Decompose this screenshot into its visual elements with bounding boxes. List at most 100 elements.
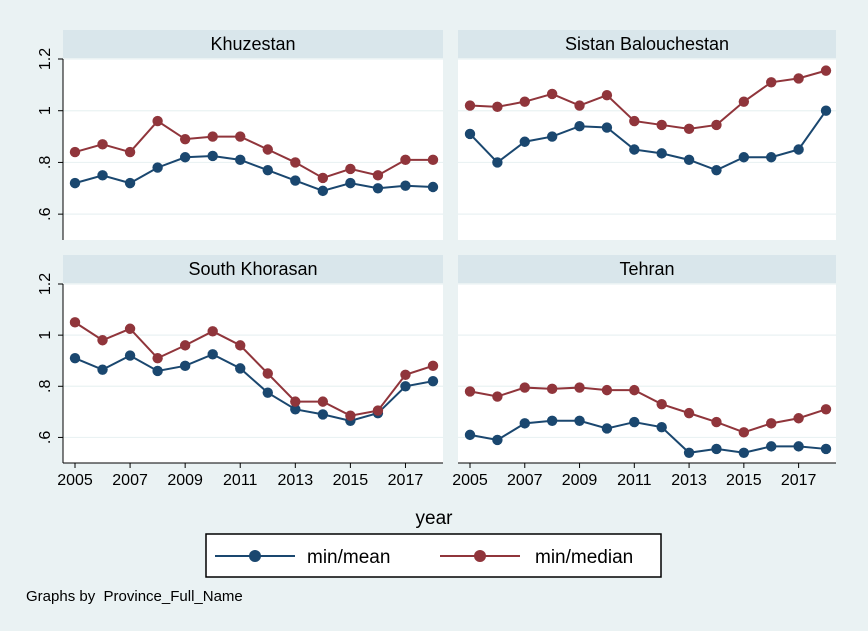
y-tick-label: 1 [37, 331, 54, 340]
series-min-mean-point [69, 352, 81, 364]
series-min-mean-point [179, 360, 191, 372]
series-min-mean-point [464, 128, 476, 140]
series-min-mean-point [290, 175, 301, 186]
y-tick-label: .6 [37, 431, 54, 444]
chart-axes: .6 .8 1 1.2 .6 .8 1 1.2 2005 2007 2009 2011 2013 2015… [37, 48, 836, 489]
panel-sistan-balouchestan: Sistan Balouchestan [458, 30, 836, 240]
series-min-median-point [262, 368, 273, 379]
x-tick-label: 2007 [112, 472, 148, 489]
series-min-mean-point [207, 150, 218, 162]
series-min-mean-point [629, 416, 640, 428]
series-min-mean-point [235, 154, 246, 166]
x-tick-label: 2011 [223, 472, 258, 489]
series-min-median-point [683, 123, 695, 135]
series-min-mean-point [400, 381, 411, 392]
panel-tehran: Tehran [458, 255, 836, 463]
graphs-by-note: Graphs by Province_Full_Name [26, 588, 243, 605]
series-min-median-point [235, 340, 246, 351]
series-min-mean-point [492, 157, 503, 168]
panel-header [63, 30, 443, 58]
series-min-mean-point [793, 441, 804, 452]
plot-area [63, 284, 443, 463]
series-min-mean-point [546, 415, 558, 427]
series-min-mean-point [492, 434, 503, 446]
y-tick-label: 1.2 [37, 273, 54, 295]
series-min-mean-point [317, 185, 329, 197]
series-min-median-point [317, 172, 329, 184]
x-tick-label: 2009 [167, 472, 203, 489]
series-min-mean-point [656, 422, 667, 433]
series-min-median-point [601, 384, 613, 396]
y-tick-label: 1.2 [37, 48, 54, 70]
series-min-mean-point [711, 164, 722, 176]
x-tick-label: 2017 [388, 472, 424, 489]
legend-marker-min-median [474, 550, 486, 562]
series-min-median-point [235, 131, 246, 142]
series-min-median-point [400, 154, 411, 166]
series-min-median-point [574, 382, 585, 393]
y-tick-label: .8 [37, 380, 54, 393]
series-min-mean-point [69, 177, 81, 189]
series-min-median-point [152, 352, 163, 364]
series-min-median-point [683, 407, 695, 419]
series-min-median-point [656, 398, 667, 410]
series-min-median-point [656, 119, 667, 131]
series-min-median-point [97, 335, 108, 346]
series-min-mean-point [711, 443, 722, 455]
legend-label-min-mean: min/mean [307, 547, 390, 568]
series-min-median-point [124, 323, 136, 334]
series-min-mean-point [97, 170, 108, 181]
series-min-median-point [207, 326, 218, 337]
series-min-median-point [207, 131, 218, 142]
series-min-median-point [345, 163, 356, 175]
series-min-mean-point [793, 144, 804, 155]
series-min-mean-point [179, 152, 191, 163]
x-tick-label: 2015 [333, 472, 369, 489]
x-tick-label: 2005 [452, 472, 488, 489]
panel-header [458, 255, 836, 283]
series-min-median-point [290, 157, 301, 168]
series-min-median-point [820, 65, 832, 76]
series-min-median-point [601, 90, 613, 101]
series-min-mean-point [427, 375, 439, 387]
series-min-median-point [738, 427, 750, 438]
x-tick-label: 2011 [617, 472, 652, 489]
series-min-mean-point [683, 447, 695, 458]
series-min-median-point [492, 391, 503, 402]
legend: min/mean min/median [205, 533, 662, 578]
x-tick-label: 2017 [781, 472, 817, 489]
series-min-median-point [820, 404, 832, 415]
series-min-median-point [179, 133, 191, 145]
series-min-mean-point [207, 349, 218, 360]
x-tick-label: 2015 [726, 472, 762, 489]
chart-panels: Khuzestan Sistan Balouchestan South Khoras… [63, 30, 836, 463]
series-min-median-point [372, 405, 384, 416]
series-min-median-point [546, 88, 558, 100]
x-tick-label: 2005 [57, 472, 93, 489]
panel-title: Tehran [619, 259, 674, 279]
series-min-median-point [124, 146, 136, 158]
series-min-median-point [546, 383, 558, 395]
series-min-mean-point [766, 152, 777, 163]
series-min-median-point [290, 396, 301, 407]
series-min-median-point [574, 100, 585, 111]
series-min-median-point [427, 360, 439, 372]
series-min-mean-point [601, 122, 613, 133]
series-min-median-point [629, 384, 640, 396]
series-min-median-point [372, 170, 384, 181]
series-min-mean-point [820, 105, 832, 116]
series-min-mean-point [574, 415, 585, 427]
series-min-mean-point [546, 131, 558, 142]
panel-title: Sistan Balouchestan [565, 34, 729, 54]
series-min-median-point [793, 413, 804, 424]
panel-khuzestan: Khuzestan [63, 30, 443, 240]
series-min-mean-point [400, 180, 411, 191]
series-min-median-point [427, 154, 439, 166]
series-min-mean-point [519, 136, 530, 147]
series-min-mean-point [317, 409, 329, 420]
panel-title: South Khorasan [188, 259, 317, 279]
series-min-mean-point [683, 154, 695, 166]
series-min-mean-point [519, 418, 530, 429]
series-min-median-point [179, 340, 191, 351]
series-min-median-point [519, 96, 530, 107]
